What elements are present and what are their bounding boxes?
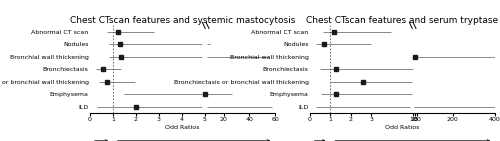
Title: Chest CTscan features and serum tryptase: Chest CTscan features and serum tryptase xyxy=(306,16,498,25)
Title: Chest CTscan features and systemic mastocytosis: Chest CTscan features and systemic masto… xyxy=(70,16,295,25)
X-axis label: Odd Ratios: Odd Ratios xyxy=(386,125,420,130)
X-axis label: Odd Ratios: Odd Ratios xyxy=(166,125,200,130)
